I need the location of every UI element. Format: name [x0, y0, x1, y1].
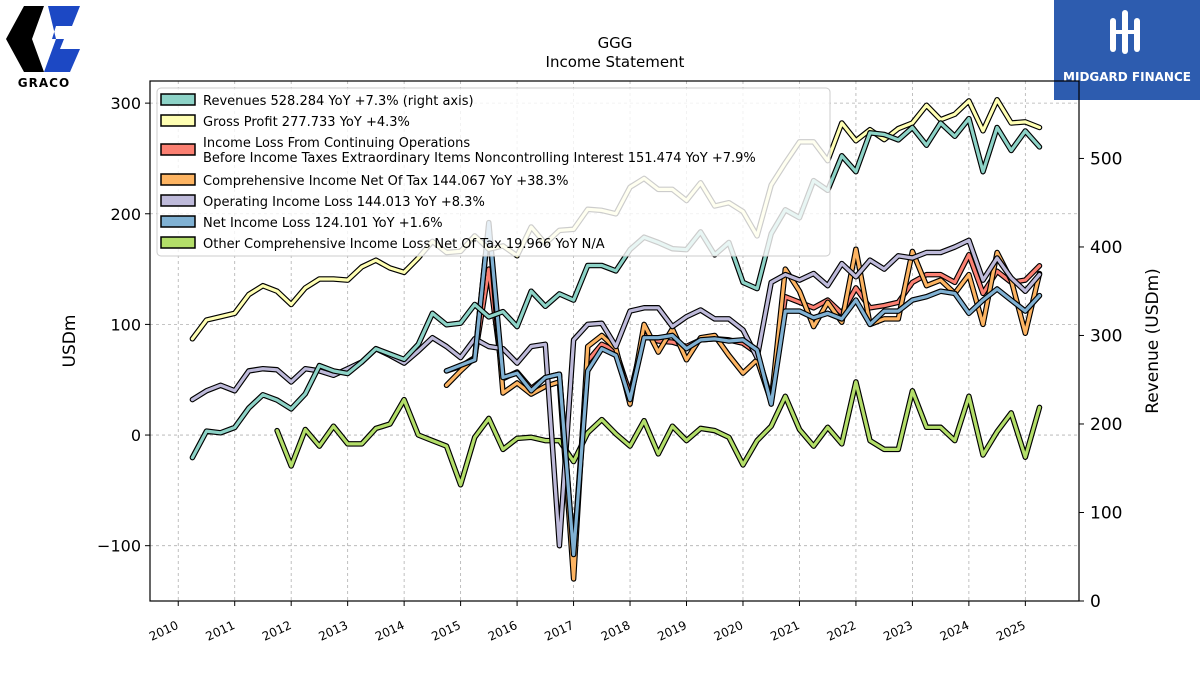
- series-line: [444, 223, 1042, 581]
- plot-frame: [149, 80, 1080, 602]
- x-tick-label: 2013: [316, 618, 350, 644]
- series-outline: [274, 379, 1043, 488]
- legend-label: Gross Profit 277.733 YoY +4.3%: [203, 115, 410, 130]
- legend-label: Net Income Loss 124.101 YoY +1.6%: [203, 216, 443, 231]
- x-tick-label: 2024: [938, 618, 972, 644]
- y2-tick-label: 0: [1090, 592, 1101, 612]
- chart-title: GGG: [598, 34, 633, 52]
- left-axis-label: USDm: [60, 315, 80, 368]
- midgard-finance-logo: MIDGARD FINANCE: [1054, 0, 1200, 100]
- graco-logo-icon: [6, 6, 80, 72]
- y-tick-label: 300: [110, 94, 141, 113]
- x-tick-label: 2023: [881, 618, 915, 644]
- legend-swatch: [160, 114, 196, 127]
- y-tick-label: 0: [131, 426, 141, 445]
- legend: Revenues 528.284 YoY +7.3% (right axis) G…: [156, 87, 831, 257]
- x-tick-label: 2022: [825, 618, 859, 644]
- x-tick-label: 2016: [486, 618, 520, 644]
- x-tick-label: 2020: [712, 618, 746, 644]
- y-tick-label: −100: [97, 537, 141, 556]
- y2-tick-label: 500: [1090, 149, 1122, 169]
- legend-swatch: [160, 236, 196, 249]
- chart-subtitle: Income Statement: [546, 53, 685, 71]
- series-line: [190, 116, 1042, 460]
- y2-tick-label: 300: [1090, 326, 1122, 346]
- x-tick-label: 2017: [542, 618, 576, 644]
- y2-tick-label: 400: [1090, 238, 1122, 258]
- series-line: [444, 221, 1042, 557]
- x-tick-label: 2015: [429, 618, 463, 644]
- graco-wordmark: GRACO: [17, 76, 71, 90]
- x-tick-label: 2025: [994, 618, 1028, 644]
- legend-box: [156, 87, 831, 257]
- y-tick-label: 200: [110, 205, 141, 224]
- legend-swatch: [160, 93, 196, 106]
- x-tick-label: 2012: [260, 618, 294, 644]
- x-tick-label: 2019: [655, 618, 689, 644]
- y-tick-label: 100: [110, 315, 141, 334]
- legend-label: Other Comprehensive Income Loss Net Of T…: [203, 237, 605, 252]
- legend-swatch: [160, 173, 196, 186]
- legend-swatch: [160, 215, 196, 228]
- legend-label: Before Income Taxes Extraordinary Items …: [203, 151, 756, 166]
- legend-swatch: [160, 143, 196, 156]
- legend-label: Comprehensive Income Net Of Tax 144.067 …: [203, 174, 568, 189]
- y2-tick-label: 200: [1090, 415, 1122, 435]
- legend-label: Revenues 528.284 YoY +7.3% (right axis): [203, 94, 474, 109]
- series-line: [190, 238, 1042, 548]
- graco-logo: GRACO: [4, 4, 84, 92]
- midgard-emblem-icon: [1110, 10, 1140, 54]
- x-tick-label: 2021: [768, 618, 802, 644]
- right-axis-label: Revenue (USDm): [1143, 268, 1163, 414]
- legend-label: Income Loss From Continuing Operations: [203, 136, 470, 151]
- legend-swatch: [160, 194, 196, 207]
- x-tick-label: 2011: [204, 618, 238, 644]
- series-line: [275, 380, 1042, 487]
- midgard-finance-wordmark: MIDGARD FINANCE: [1063, 70, 1191, 84]
- x-tick-label: 2010: [147, 618, 181, 644]
- legend-label: Operating Income Loss 144.013 YoY +8.3%: [203, 195, 485, 210]
- y2-tick-label: 100: [1090, 503, 1122, 523]
- x-tick-label: 2014: [373, 618, 407, 644]
- x-tick-label: 2018: [599, 618, 633, 644]
